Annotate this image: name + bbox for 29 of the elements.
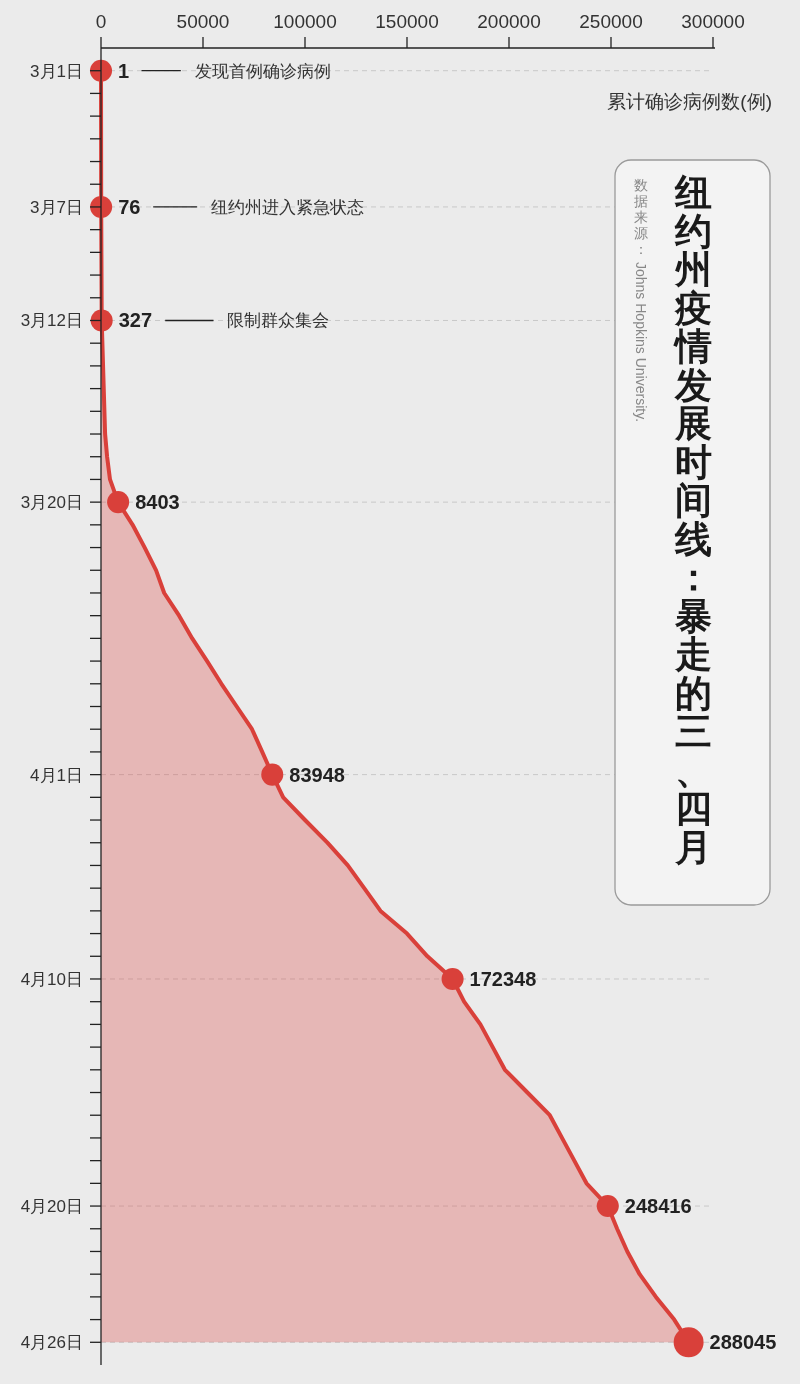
x-tick-label: 0 bbox=[95, 11, 107, 32]
data-label: 76 bbox=[118, 195, 141, 218]
data-label: 1 bbox=[118, 59, 130, 82]
x-axis-title: 累计确诊病例数(例) bbox=[607, 91, 772, 112]
annotation: 纽约州进入紧急状态 bbox=[211, 197, 365, 217]
y-tick-label: 4月26日 bbox=[20, 1333, 83, 1353]
data-label: 327 bbox=[118, 309, 153, 332]
y-tick-label: 3月12日 bbox=[20, 311, 83, 331]
data-label: 288045 bbox=[709, 1331, 777, 1354]
y-tick-label: 4月10日 bbox=[20, 969, 83, 989]
y-tick-label: 4月1日 bbox=[30, 765, 83, 785]
data-label: 172348 bbox=[469, 967, 537, 990]
annotation: 限制群众集会 bbox=[227, 311, 330, 331]
y-tick-label: 4月20日 bbox=[20, 1197, 83, 1217]
x-tick-label: 150000 bbox=[375, 11, 439, 32]
x-tick-label: 200000 bbox=[477, 11, 541, 32]
x-tick-label: 250000 bbox=[579, 11, 643, 32]
data-label: 248416 bbox=[624, 1195, 692, 1218]
x-tick-label: 300000 bbox=[681, 11, 745, 32]
data-label: 8403 bbox=[135, 491, 180, 514]
annotation: 发现首例确诊病例 bbox=[194, 61, 331, 81]
annotation: 数据来源：Johns Hopkins University. bbox=[633, 177, 649, 423]
y-tick-label: 3月1日 bbox=[30, 61, 83, 81]
x-tick-label: 50000 bbox=[176, 11, 230, 32]
y-tick-label: 3月20日 bbox=[20, 493, 83, 513]
data-label: 83948 bbox=[289, 763, 345, 786]
y-tick-label: 3月7日 bbox=[30, 197, 83, 217]
x-tick-label: 100000 bbox=[273, 11, 337, 32]
chart-title: 纽约州疫情发展时间线：暴走的三、四月 bbox=[674, 172, 712, 868]
